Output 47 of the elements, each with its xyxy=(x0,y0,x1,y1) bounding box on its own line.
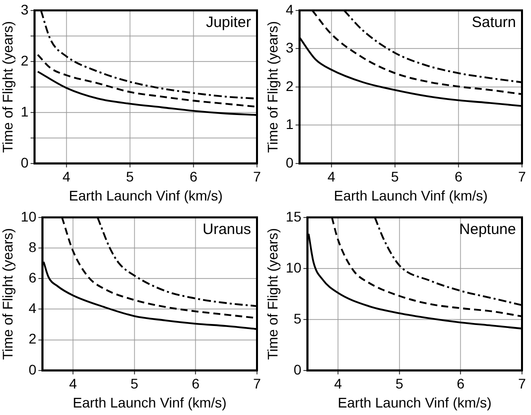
y-axis-title: Time of Flight (years) xyxy=(0,21,16,153)
y-tick-label: 0 xyxy=(28,361,37,378)
annotation: Jupiter xyxy=(206,14,251,32)
y-tick-label: 15 xyxy=(286,208,302,224)
x-axis-title: Earth Launch Vinf (km/s) xyxy=(68,187,223,204)
y-tick-label: 4 xyxy=(28,300,37,316)
x-tick-label: 4 xyxy=(334,376,342,392)
x-tick-label: 6 xyxy=(454,168,463,185)
x-tick-label: 7 xyxy=(518,376,526,392)
y-tick-label: 2 xyxy=(28,330,37,347)
y-tick-label: 3 xyxy=(286,40,294,56)
x-tick-label: 4 xyxy=(69,376,78,392)
y-axis-title: Time of Flight (years) xyxy=(264,228,280,360)
x-axis-title: Earth Launch Vinf (km/s) xyxy=(72,394,227,410)
x-tick-label: 7 xyxy=(518,168,526,185)
x-tick-label: 6 xyxy=(456,376,465,392)
x-tick-label: 5 xyxy=(130,376,138,392)
annotation: Uranus xyxy=(202,221,251,238)
x-tick-label: 5 xyxy=(391,168,400,185)
annotation: Neptune xyxy=(459,221,516,238)
y-tick-label: 1 xyxy=(20,103,29,120)
y-axis-title: Time of Flight (years) xyxy=(0,228,16,360)
x-tick-label: 7 xyxy=(253,376,262,392)
y-tick-label: 10 xyxy=(286,259,302,276)
y-axis-title: Time of Flight (years) xyxy=(264,21,280,153)
y-tick-label: 4 xyxy=(286,1,294,18)
x-tick-label: 4 xyxy=(62,168,70,185)
y-tick-label: 0 xyxy=(286,154,294,170)
y-tick-label: 2 xyxy=(286,78,294,94)
y-tick-label: 0 xyxy=(294,361,302,378)
x-axis-title: Earth Launch Vinf (km/s) xyxy=(334,187,488,204)
x-tick-label: 4 xyxy=(327,168,336,185)
y-tick-label: 6 xyxy=(28,269,37,286)
x-tick-label: 5 xyxy=(126,168,134,185)
y-tick-label: 10 xyxy=(20,208,37,224)
x-tick-label: 7 xyxy=(253,168,262,185)
annotation: Saturn xyxy=(472,14,516,32)
x-axis-title: Earth Launch Vinf (km/s) xyxy=(338,394,492,410)
y-tick-label: 3 xyxy=(20,1,29,18)
y-tick-label: 1 xyxy=(286,116,294,132)
y-tick-label: 0 xyxy=(20,154,29,170)
x-tick-label: 6 xyxy=(192,376,200,392)
y-tick-label: 8 xyxy=(28,238,37,255)
y-tick-label: 5 xyxy=(294,310,302,326)
y-tick-label: 2 xyxy=(20,52,29,68)
x-tick-label: 6 xyxy=(190,168,198,185)
x-tick-label: 5 xyxy=(395,376,404,392)
